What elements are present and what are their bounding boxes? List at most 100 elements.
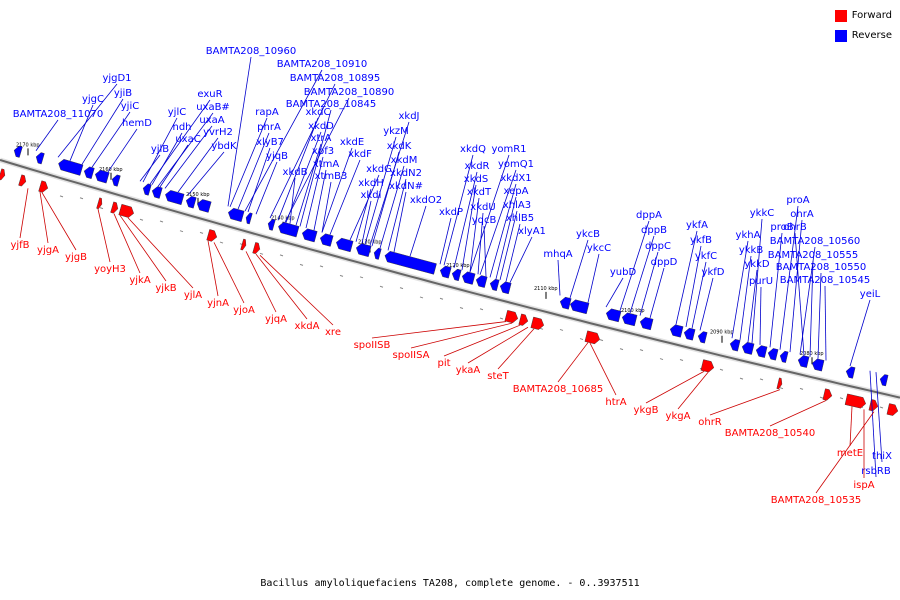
reverse-gene: [570, 299, 590, 315]
reverse-label-xkdg: xkdG: [349, 164, 392, 241]
reverse-label-leader-line: [509, 236, 533, 283]
minor-mark: [819, 396, 824, 399]
reverse-label-bamta208-10890: BAMTA208_10890: [284, 87, 394, 223]
reverse-label-leader-line: [587, 253, 600, 303]
forward-label-yjqa: yjqA: [245, 251, 287, 325]
forward-gene: [206, 229, 218, 242]
reverse-label-rapa: rapA: [229, 107, 279, 208]
reverse-label-leader-line: [229, 117, 268, 208]
reverse-gene: [35, 152, 45, 165]
forward-gene: [0, 168, 6, 181]
forward-label-text: steT: [487, 371, 509, 382]
reverse-label-leader-line: [869, 370, 877, 478]
reverse-label-text: xtmB3: [315, 171, 348, 182]
forward-label-text: yjgB: [65, 252, 87, 263]
forward-label-text: pit: [437, 358, 450, 369]
forward-label-text: yjlA: [184, 290, 202, 301]
reverse-label-leader-line: [81, 98, 124, 165]
reverse-label-text: xepA: [504, 186, 529, 197]
legend-label-reverse: Reverse: [851, 30, 892, 41]
reverse-label-leader-line: [489, 183, 517, 278]
reverse-label-yubd: yubD: [605, 267, 637, 308]
reverse-label-ohra: ohrA: [789, 209, 814, 353]
kbp-tick-label: 2080 kbp: [800, 351, 824, 357]
reverse-label-leader-line: [685, 245, 702, 328]
reverse-label-text: yubD: [610, 267, 637, 278]
reverse-label-text: xhlA3: [503, 200, 531, 211]
forward-gene: [240, 238, 247, 251]
reverse-label-leader-line: [751, 218, 763, 344]
reverse-label-text: dppD: [651, 257, 678, 268]
forward-label-text: xkdA: [295, 321, 320, 332]
forward-label-leader-line: [41, 192, 77, 251]
minor-mark: [79, 197, 84, 200]
minor-mark: [619, 348, 624, 351]
forward-label-text: ohrR: [698, 417, 722, 428]
minor-mark: [719, 368, 724, 371]
forward-label-leader-line: [410, 322, 513, 349]
reverse-label-leader-line: [731, 240, 749, 339]
reverse-gene: [245, 212, 253, 225]
reverse-label-ykha: ykhA: [731, 230, 761, 339]
forward-label-text: yjkA: [129, 275, 150, 286]
reverse-label-leader-line: [817, 272, 822, 359]
forward-label-leader-line: [207, 240, 219, 297]
reverse-label-leader-line: [619, 220, 650, 311]
reverse-label-leader-line: [361, 200, 372, 244]
reverse-label-leader-line: [453, 171, 478, 269]
reverse-label-text: xkdS: [464, 174, 488, 185]
forward-label-leader-line: [443, 324, 521, 357]
reverse-label-text: xkdN2: [390, 168, 422, 179]
reverse-label-text: yjiB: [114, 88, 132, 99]
forward-label-text: xre: [325, 327, 341, 338]
reverse-label-text: BAMTA208_10845: [286, 99, 376, 110]
reverse-label-text: ykfA: [686, 220, 708, 231]
forward-gene: [886, 403, 899, 416]
reverse-label-yvrh2: yvrH2: [177, 127, 233, 193]
reverse-label-leader-line: [495, 196, 517, 280]
reverse-label-text: ykfC: [695, 251, 717, 262]
minor-mark: [199, 231, 204, 234]
reverse-label-xkdk: xkdK: [371, 141, 412, 247]
reverse-gene: [605, 308, 622, 323]
reverse-label-phra: phrA: [237, 122, 281, 210]
reverse-label-text: phrA: [257, 122, 281, 133]
forward-gene: [776, 377, 783, 390]
reverse-label-text: proB: [770, 222, 793, 233]
minor-mark: [339, 274, 344, 277]
kbp-tick-label: 2160 kbp: [99, 167, 123, 173]
minor-mark: [559, 328, 564, 331]
forward-label-yjla: yjlA: [127, 217, 202, 301]
reverse-gene: [741, 341, 755, 355]
forward-gene: [252, 242, 261, 254]
reverse-label-leader-line: [305, 156, 324, 229]
reverse-label-xkdb: xkdB: [283, 167, 308, 224]
reverse-label-ndh: ndh: [151, 122, 192, 185]
reverse-label-xkdx1: xkdX1: [489, 173, 532, 278]
reverse-label-text: yjlC: [168, 107, 186, 118]
reverse-label-xkdc: xkdC: [277, 107, 331, 221]
forward-label-text: metE: [837, 448, 863, 459]
forward-label-ykaa: ykaA: [456, 326, 529, 376]
reverse-label-leader-line: [569, 239, 589, 299]
forward-gene: [844, 393, 866, 409]
reverse-label-xkdi: xkdI: [360, 190, 382, 244]
reverse-label-leader-line: [299, 109, 332, 227]
reverse-label-text: xkdX1: [500, 173, 531, 184]
forward-label-yjoa: yjoA: [213, 242, 255, 316]
minor-mark: [839, 397, 844, 400]
reverse-label-text: ykfD: [702, 267, 725, 278]
forward-label-yjna: yjnA: [207, 240, 229, 309]
reverse-label-ykkd: ykkD: [744, 259, 770, 343]
reverse-label-bamta208-10555: BAMTA208_10555: [768, 250, 858, 357]
reverse-label-leader-line: [499, 210, 518, 281]
minor-mark: [179, 230, 184, 233]
reverse-label-uxaa: uxaA: [164, 115, 225, 189]
reverse-label-text: xtmA: [313, 159, 340, 170]
forward-label-bamta208-10685: BAMTA208_10685: [513, 342, 603, 395]
reverse-label-text: ykzM: [383, 126, 409, 137]
reverse-label-leader-line: [91, 111, 131, 168]
reverse-label-text: yqcB: [472, 215, 497, 226]
reverse-label-leader-line: [477, 212, 484, 275]
forward-label-leader-line: [127, 217, 194, 289]
